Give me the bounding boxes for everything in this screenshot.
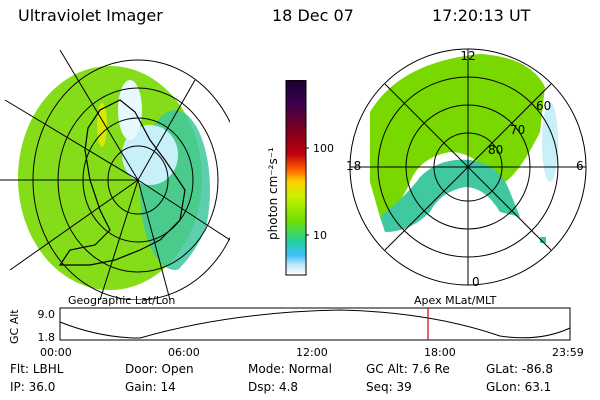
alt-ylabel: GC Alt (8, 309, 21, 344)
alt-xtick-0000: 00:00 (40, 346, 72, 359)
geographic-image (0, 49, 230, 300)
altitude-plot: 9.0 1.8 GC Alt (8, 307, 571, 344)
alt-xtick-2359: 23:59 (552, 346, 584, 359)
time-label: 17:20:13 UT (432, 6, 531, 25)
apex-caption: Apex MLat/MLT (414, 294, 497, 307)
mlt-label-18: 18 (346, 159, 361, 173)
date-label: 18 Dec 07 (272, 6, 354, 25)
colorbar-unit: photon cm⁻²s⁻¹ (266, 147, 280, 240)
mlat-label-60: 60 (536, 99, 551, 113)
mlt-polar-plot: 12 18 6 0 60 70 80 (346, 48, 587, 289)
alt-xtick-1200: 12:00 (296, 346, 328, 359)
info-door: Door: Open (125, 362, 194, 376)
geo-grid (0, 49, 230, 300)
info-mode: Mode: Normal (248, 362, 332, 376)
mlat-label-80: 80 (488, 143, 503, 157)
geo-caption: Geographic Lat/Lon (68, 294, 176, 307)
aurora-emission-right (370, 54, 558, 243)
colorbar-tick-100: 100 (313, 142, 334, 155)
mlt-grid (349, 48, 587, 286)
info-flt: Flt: LBHL (10, 362, 64, 376)
colorbar (285, 80, 309, 276)
info-gc-alt: GC Alt: 7.6 Re (366, 362, 450, 376)
mlt-label-0: 0 (472, 275, 480, 289)
alt-ytick-1.8: 1.8 (38, 331, 56, 344)
mlt-label-6: 6 (576, 159, 584, 173)
alt-xtick-0600: 06:00 (168, 346, 200, 359)
info-gain: Gain: 14 (125, 380, 176, 394)
coastline (58, 99, 186, 266)
mlt-label-12: 12 (460, 49, 475, 63)
alt-xtick-1800: 18:00 (424, 346, 456, 359)
mlat-label-70: 70 (510, 123, 525, 137)
altitude-curve (59, 309, 571, 339)
info-glat: GLat: -86.8 (486, 362, 553, 376)
info-glon: GLon: 63.1 (486, 380, 552, 394)
info-dsp: Dsp: 4.8 (248, 380, 299, 394)
alt-ytick-9: 9.0 (38, 308, 56, 321)
info-seq: Seq: 39 (366, 380, 412, 394)
info-ip: IP: 36.0 (10, 380, 56, 394)
instrument-title: Ultraviolet Imager (18, 6, 163, 25)
colorbar-tick-10: 10 (313, 229, 327, 242)
